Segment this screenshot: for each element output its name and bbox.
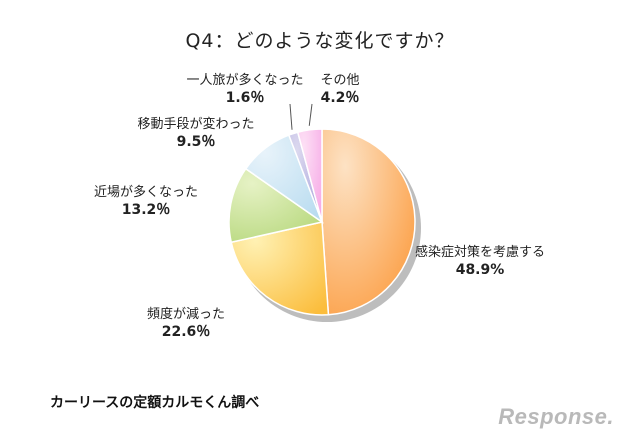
source-note: カーリースの定額カルモくん調べ bbox=[50, 395, 260, 411]
slice-label: その他 bbox=[320, 73, 359, 88]
slice-label: 近場が多くなった bbox=[94, 184, 198, 200]
pie-slice bbox=[296, 128, 323, 223]
slice-label: 移動手段が変わった bbox=[137, 116, 254, 132]
pie-slice bbox=[321, 128, 416, 316]
slice-label: 感染症対策を考慮する bbox=[415, 244, 545, 260]
leader-lines bbox=[289, 103, 313, 130]
leader-line bbox=[289, 103, 293, 130]
slice-value-label: 48.9% bbox=[456, 262, 505, 278]
slice-value-label: 9.5％ bbox=[177, 134, 216, 150]
slice-value-label: 1.6％ bbox=[226, 90, 265, 106]
slice-value-label: 4.2％ bbox=[321, 90, 360, 106]
slice-value-label: 22.6％ bbox=[162, 324, 211, 340]
slice-labels: 感染症対策を考慮する 48.9% 頻度が減った 22.6％ 近場が多くなった 13.2％ 移… bbox=[94, 72, 545, 340]
pie-slice bbox=[230, 221, 330, 316]
slice-label: 一人旅が多くなった bbox=[186, 72, 303, 88]
slice-label: 頻度が減った bbox=[147, 306, 225, 322]
chart-title: Q4：どのような変化ですか？ bbox=[185, 30, 455, 52]
pie-slice bbox=[228, 167, 324, 244]
leader-line bbox=[308, 103, 313, 126]
slice-value-label: 13.2％ bbox=[122, 202, 171, 218]
response-watermark-logo: Response. bbox=[498, 404, 614, 429]
pie-slices bbox=[228, 128, 416, 316]
